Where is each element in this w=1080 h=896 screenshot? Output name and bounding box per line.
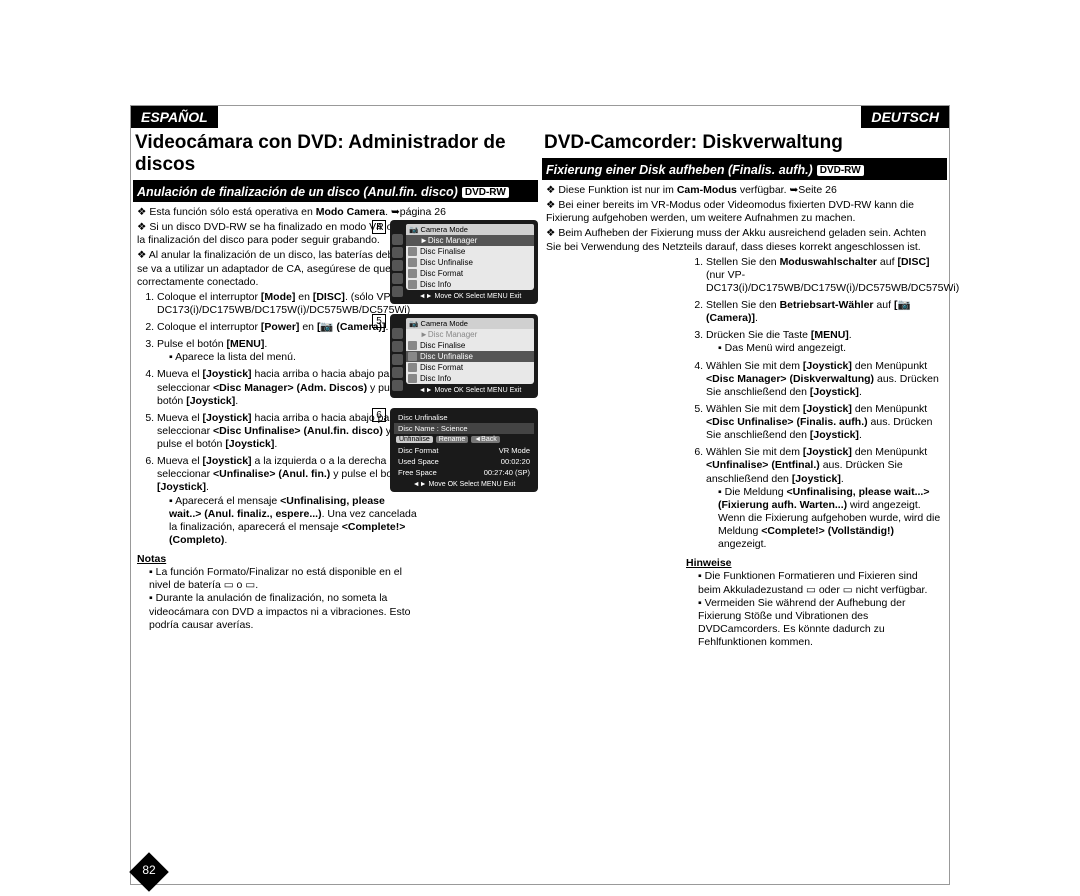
col-de: DVD-Camcorder: Diskverwaltung Fixierung …: [540, 128, 949, 649]
screen-foot: ◄► Move OK Select MENU Exit: [394, 478, 534, 488]
figures: 4 📷 Camera Mode ►Disc Manager Disc Final…: [390, 220, 550, 502]
fig-num: 5: [372, 314, 386, 328]
fig-5: 5 📷 Camera Mode ►Disc Manager Disc Final…: [390, 314, 550, 398]
back-btn: ◄Back: [471, 436, 500, 443]
de-s3a: Das Menü wird angezeigt.: [718, 342, 943, 355]
lang-bar: ESPAÑOL DEUTSCH: [131, 106, 949, 128]
de-s1: Stellen Sie den Moduswahlschalter auf [D…: [706, 256, 943, 295]
es-s4: Mueva el [Joystick] hacia arriba o hacia…: [157, 368, 417, 407]
de-s2: Stellen Sie den Betriebsart-Wähler auf […: [706, 299, 943, 325]
de-n1: Die Funktionen Formatieren und Fixieren …: [698, 570, 943, 596]
f6-row: Used Space00:02:20: [394, 456, 534, 467]
lang-de-tag: DEUTSCH: [861, 106, 949, 128]
de-body: Diese Funktion ist nur im Cam-Modus verf…: [542, 180, 947, 649]
de-notes-h: Hinweise: [686, 557, 943, 570]
es-notes-h: Notas: [137, 553, 417, 566]
f6-name: Disc Name : Science: [394, 423, 534, 434]
de-s3: Drücken Sie die Taste [MENU]. Das Menü w…: [706, 329, 943, 355]
de-sub-text: Fixierung einer Disk aufheben (Finalis. …: [546, 163, 813, 177]
es-s3a: Aparece la lista del menú.: [169, 351, 417, 364]
rename-btn: Rename: [436, 436, 468, 443]
de-s6a: Die Meldung <Unfinalising, please wait..…: [718, 486, 943, 552]
screen-6: Disc Unfinalise Disc Name : Science Unfi…: [390, 408, 538, 492]
de-subbar: Fixierung einer Disk aufheben (Finalis. …: [542, 160, 947, 180]
f6-title: Disc Unfinalise: [394, 412, 534, 423]
screen-foot: ◄► Move OK Select MENU Exit: [406, 290, 534, 300]
menu-item: Disc Unfinalise: [406, 351, 534, 362]
es-s6a: Aparecerá el mensaje <Unfinalising, plea…: [169, 495, 417, 548]
es-n2: Durante la anulación de finalización, no…: [149, 592, 417, 631]
menu-item: Disc Info: [406, 373, 534, 384]
disc-manager-item: ►Disc Manager: [406, 235, 534, 246]
de-s6: Wählen Sie mit dem [Joystick] den Menüpu…: [706, 446, 943, 551]
lang-es-tag: ESPAÑOL: [131, 106, 218, 128]
page-number-diamond: 82: [130, 853, 168, 891]
de-title: DVD-Camcorder: Diskverwaltung: [542, 128, 947, 160]
disc-manager-item: ►Disc Manager: [406, 329, 534, 340]
dvdrw-badge: DVD-RW: [462, 187, 509, 198]
de-d1: Diese Funktion ist nur im Cam-Modus verf…: [546, 184, 943, 197]
de-d3: Beim Aufheben der Fixierung muss der Akk…: [546, 227, 943, 253]
cam-mode: 📷 Camera Mode: [406, 224, 534, 235]
fig-6: 6 Disc Unfinalise Disc Name : Science Un…: [390, 408, 550, 492]
es-d1: Esta función sólo está operativa en Modo…: [137, 206, 534, 219]
f6-row: Free Space00:27:40 (SP): [394, 467, 534, 478]
dvdrw-badge: DVD-RW: [817, 165, 864, 176]
de-s5: Wählen Sie mit dem [Joystick] den Menüpu…: [706, 403, 943, 442]
fig-num: 4: [372, 220, 386, 234]
screen-5: 📷 Camera Mode ►Disc Manager Disc Finalis…: [390, 314, 538, 398]
fig-4: 4 📷 Camera Mode ►Disc Manager Disc Final…: [390, 220, 550, 304]
es-n1: La función Formato/Finalizar no está dis…: [149, 566, 417, 592]
de-n2: Vermeiden Sie während der Aufhebung der …: [698, 597, 943, 650]
de-d2: Bei einer bereits im VR-Modus oder Video…: [546, 199, 943, 225]
screen-foot: ◄► Move OK Select MENU Exit: [406, 384, 534, 394]
es-s3: Pulse el botón [MENU]. Aparece la lista …: [157, 338, 417, 364]
es-subbar: Anulación de finalización de un disco (A…: [133, 182, 538, 202]
de-s4: Wählen Sie mit dem [Joystick] den Menüpu…: [706, 360, 943, 399]
unfinalise-btn: Unfinalise: [396, 436, 433, 443]
menu-item: Disc Format: [406, 268, 534, 279]
menu-item: Disc Unfinalise: [406, 257, 534, 268]
menu-item: Disc Format: [406, 362, 534, 373]
screen-4: 📷 Camera Mode ►Disc Manager Disc Finalis…: [390, 220, 538, 304]
menu-item: Disc Info: [406, 279, 534, 290]
es-s6: Mueva el [Joystick] a la izquierda o a l…: [157, 455, 417, 547]
fig-num: 6: [372, 408, 386, 422]
es-title: Videocámara con DVD: Administrador de di…: [133, 128, 538, 182]
cam-mode: 📷 Camera Mode: [406, 318, 534, 329]
f6-row: Disc FormatVR Mode: [394, 445, 534, 456]
page-number: 82: [130, 863, 168, 877]
menu-item: Disc Finalise: [406, 340, 534, 351]
es-sub-text: Anulación de finalización de un disco (A…: [137, 185, 458, 199]
menu-item: Disc Finalise: [406, 246, 534, 257]
